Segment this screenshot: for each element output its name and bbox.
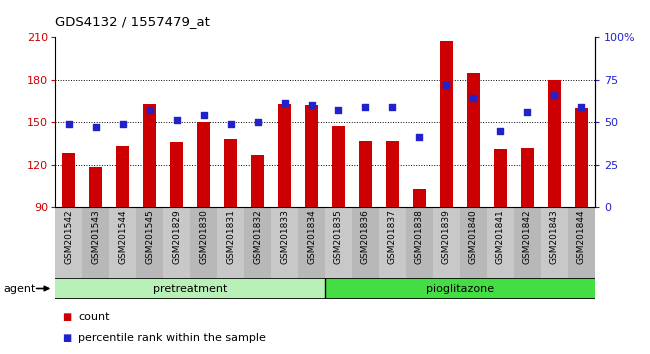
- Bar: [487, 207, 514, 283]
- Point: [90, 124, 101, 130]
- Text: GSM201837: GSM201837: [388, 209, 397, 264]
- Bar: [413, 189, 426, 207]
- Point: [198, 113, 209, 118]
- Text: GSM201836: GSM201836: [361, 209, 370, 264]
- Point: [522, 109, 532, 115]
- Text: GSM201843: GSM201843: [550, 209, 559, 264]
- Bar: [62, 153, 75, 207]
- Point: [549, 92, 560, 98]
- Bar: [170, 142, 183, 207]
- Bar: [55, 278, 325, 299]
- Point: [306, 102, 317, 108]
- Text: GSM201542: GSM201542: [64, 209, 73, 264]
- Bar: [575, 108, 588, 207]
- Point: [118, 121, 128, 127]
- Bar: [143, 104, 157, 207]
- Point: [441, 82, 452, 87]
- Bar: [325, 207, 352, 283]
- Text: GSM201844: GSM201844: [577, 209, 586, 264]
- Text: agent: agent: [3, 284, 36, 293]
- Text: GSM201830: GSM201830: [199, 209, 208, 264]
- Text: GSM201831: GSM201831: [226, 209, 235, 264]
- Text: count: count: [78, 312, 109, 322]
- Bar: [271, 207, 298, 283]
- Point: [226, 121, 236, 127]
- Bar: [352, 207, 379, 283]
- Text: GSM201839: GSM201839: [442, 209, 451, 264]
- Bar: [82, 207, 109, 283]
- Bar: [514, 207, 541, 283]
- Text: GSM201838: GSM201838: [415, 209, 424, 264]
- Bar: [460, 207, 487, 283]
- Bar: [439, 41, 453, 207]
- Bar: [325, 278, 595, 299]
- Bar: [541, 207, 568, 283]
- Text: GSM201842: GSM201842: [523, 209, 532, 264]
- Bar: [224, 139, 237, 207]
- Bar: [332, 126, 345, 207]
- Bar: [568, 207, 595, 283]
- Bar: [493, 149, 507, 207]
- Text: GSM201835: GSM201835: [334, 209, 343, 264]
- Text: GSM201829: GSM201829: [172, 209, 181, 264]
- Bar: [89, 167, 103, 207]
- Bar: [467, 73, 480, 207]
- Text: GSM201832: GSM201832: [253, 209, 262, 264]
- Point: [280, 101, 290, 106]
- Text: GSM201840: GSM201840: [469, 209, 478, 264]
- Bar: [547, 80, 561, 207]
- Text: ■: ■: [62, 312, 71, 322]
- Bar: [433, 207, 460, 283]
- Bar: [163, 207, 190, 283]
- Point: [360, 104, 370, 110]
- Point: [387, 104, 398, 110]
- Bar: [55, 207, 83, 283]
- Text: pretreatment: pretreatment: [153, 284, 228, 293]
- Point: [414, 135, 424, 140]
- Text: percentile rank within the sample: percentile rank within the sample: [78, 333, 266, 343]
- Text: GSM201543: GSM201543: [91, 209, 100, 264]
- Bar: [109, 207, 136, 283]
- Bar: [406, 207, 433, 283]
- Bar: [244, 207, 271, 283]
- Text: GSM201545: GSM201545: [145, 209, 154, 264]
- Bar: [217, 207, 244, 283]
- Bar: [385, 141, 399, 207]
- Text: pioglitazone: pioglitazone: [426, 284, 494, 293]
- Point: [252, 119, 263, 125]
- Bar: [521, 148, 534, 207]
- Point: [468, 96, 478, 101]
- Bar: [379, 207, 406, 283]
- Text: GSM201833: GSM201833: [280, 209, 289, 264]
- Text: GSM201834: GSM201834: [307, 209, 316, 264]
- Bar: [298, 207, 325, 283]
- Bar: [197, 122, 211, 207]
- Text: ■: ■: [62, 333, 71, 343]
- Point: [172, 118, 182, 123]
- Point: [495, 128, 506, 133]
- Bar: [359, 141, 372, 207]
- Bar: [278, 104, 291, 207]
- Text: GSM201841: GSM201841: [496, 209, 505, 264]
- Bar: [136, 207, 163, 283]
- Point: [333, 107, 344, 113]
- Bar: [305, 105, 318, 207]
- Bar: [251, 155, 265, 207]
- Point: [64, 121, 74, 127]
- Text: GDS4132 / 1557479_at: GDS4132 / 1557479_at: [55, 15, 210, 28]
- Point: [144, 107, 155, 113]
- Bar: [116, 146, 129, 207]
- Point: [576, 104, 586, 110]
- Text: GSM201544: GSM201544: [118, 209, 127, 264]
- Bar: [190, 207, 217, 283]
